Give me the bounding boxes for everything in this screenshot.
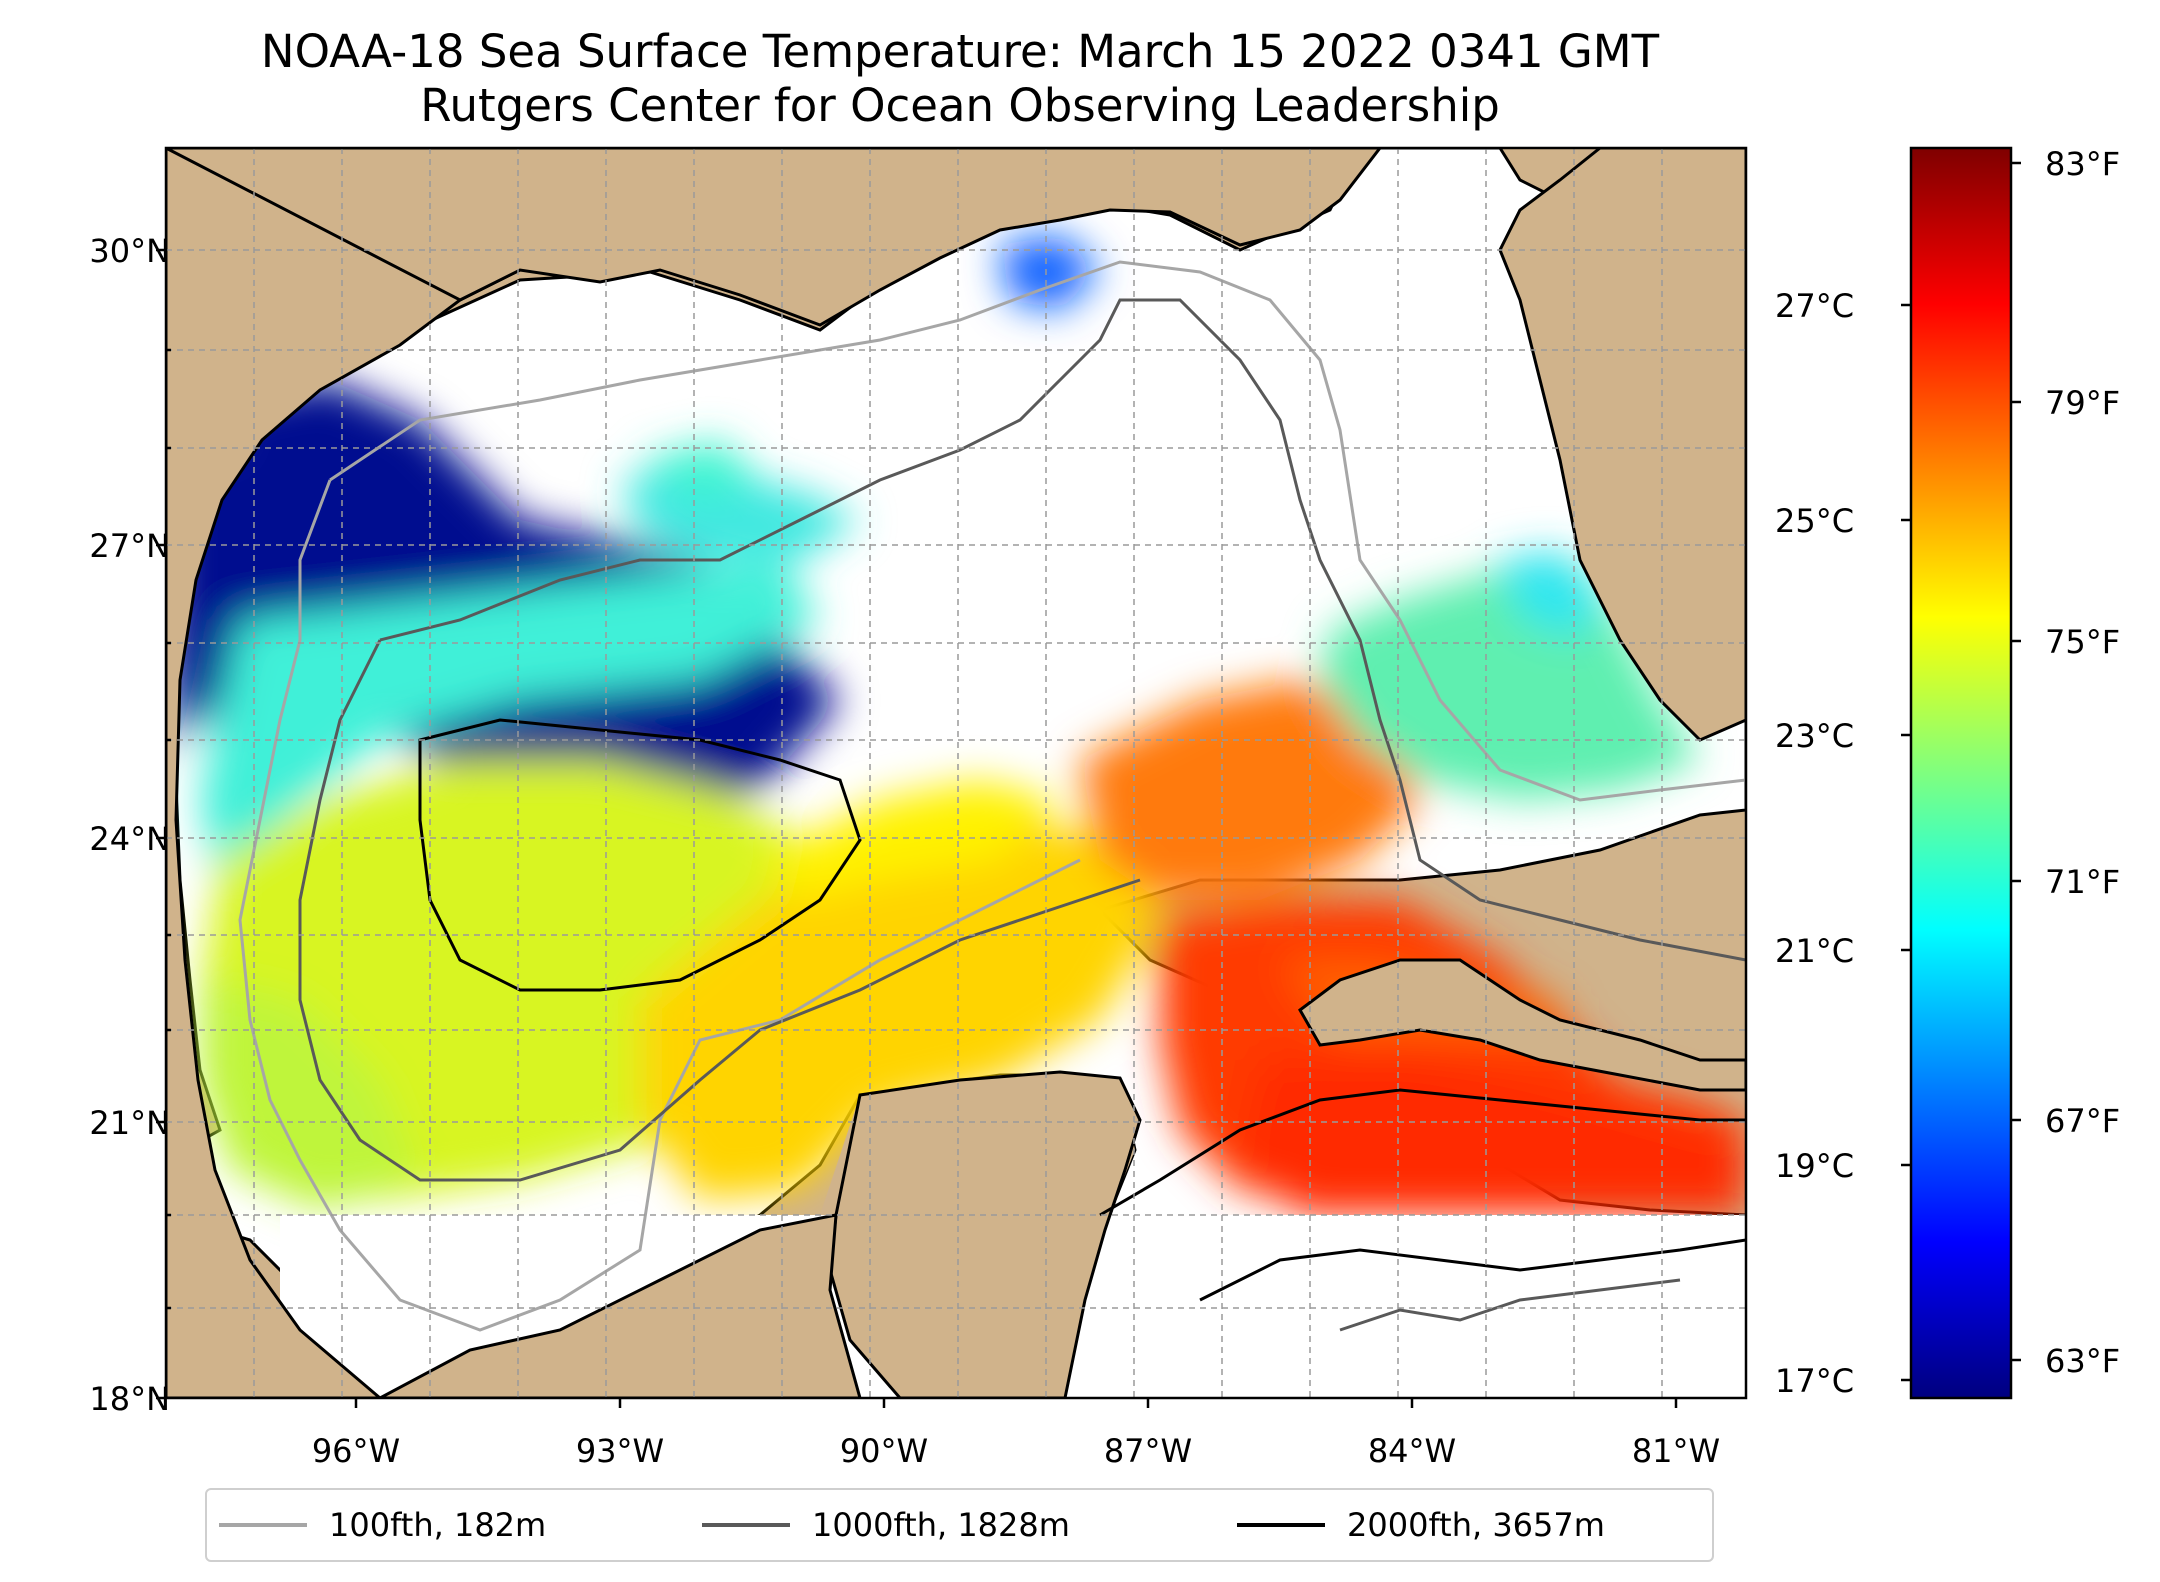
legend-line-1000fth: [702, 1523, 790, 1527]
cbar-label-75f: 75°F: [2045, 623, 2121, 661]
us-gulf-coast: [166, 148, 1382, 327]
cbar-label-19c: 19°C: [1775, 1147, 1855, 1185]
cbar-label-27c: 27°C: [1775, 287, 1855, 325]
legend-item-1000fth: 1000fth, 1828m: [702, 1490, 1070, 1560]
map-frame: [164, 146, 1748, 1400]
cbar-label-17c: 17°C: [1775, 1362, 1855, 1400]
florida-keys-land: [1498, 148, 1746, 742]
depth-legend: 100fth, 182m 1000fth, 1828m 2000fth, 365…: [205, 1488, 1714, 1562]
lon-label-90w: 90°W: [839, 1432, 929, 1470]
yucatan-peninsula: [828, 1070, 1142, 1398]
lat-label-18n: 18°N: [89, 1380, 170, 1418]
chart-subtitle: Rutgers Center for Ocean Observing Leade…: [420, 79, 1500, 132]
legend-label-2000fth: 2000fth, 3657m: [1347, 1506, 1605, 1544]
legend-line-2000fth: [1237, 1523, 1325, 1527]
lon-label-81w: 81°W: [1631, 1432, 1721, 1470]
lon-label-84w: 84°W: [1367, 1432, 1457, 1470]
cbar-label-23c: 23°C: [1775, 717, 1855, 755]
cbar-label-83f: 83°F: [2045, 145, 2121, 183]
chart-title: NOAA-18 Sea Surface Temperature: March 1…: [260, 25, 1660, 78]
legend-item-2000fth: 2000fth, 3657m: [1237, 1490, 1605, 1560]
lon-label-96w: 96°W: [311, 1432, 401, 1470]
cbar-label-79f: 79°F: [2045, 384, 2121, 422]
lat-label-21n: 21°N: [89, 1104, 170, 1142]
cbar-label-67f: 67°F: [2045, 1102, 2121, 1140]
colorbar: [1909, 146, 2013, 1400]
lat-label-27n: 27°N: [89, 527, 170, 565]
legend-item-100fth: 100fth, 182m: [219, 1490, 546, 1560]
cbar-label-71f: 71°F: [2045, 863, 2121, 901]
cbar-label-63f: 63°F: [2045, 1342, 2121, 1380]
lat-label-30n: 30°N: [89, 232, 170, 270]
central-america: [379, 1213, 862, 1398]
legend-line-100fth: [219, 1523, 307, 1527]
legend-label-100fth: 100fth, 182m: [329, 1506, 547, 1544]
cbar-label-25c: 25°C: [1775, 502, 1855, 540]
legend-label-1000fth: 1000fth, 1828m: [812, 1506, 1070, 1544]
cbar-label-21c: 21°C: [1775, 932, 1855, 970]
cuba: [1298, 958, 1746, 1092]
lon-label-87w: 87°W: [1103, 1432, 1193, 1470]
lat-label-24n: 24°N: [89, 820, 170, 858]
lon-label-93w: 93°W: [575, 1432, 665, 1470]
